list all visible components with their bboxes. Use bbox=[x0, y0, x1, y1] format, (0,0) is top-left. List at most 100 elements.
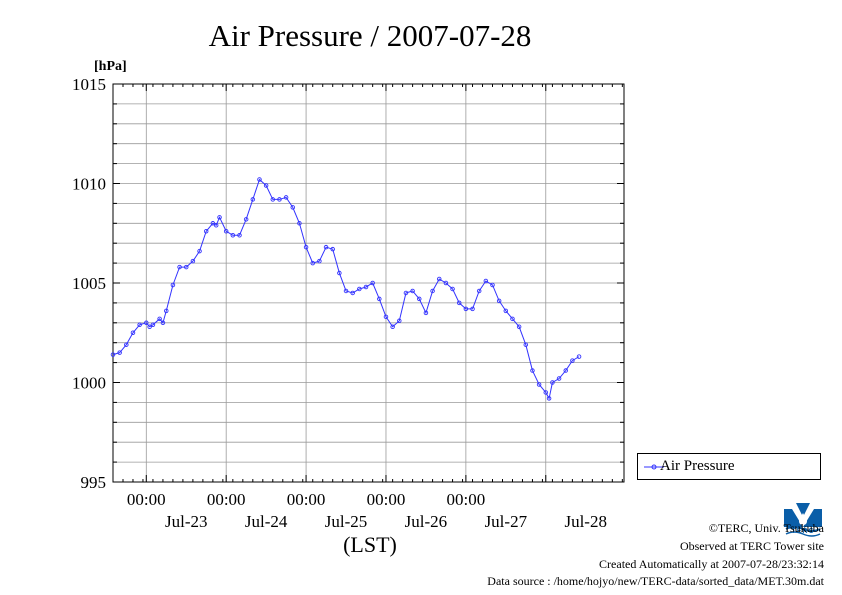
x-tick-label-time: 00:00 bbox=[447, 490, 486, 509]
data-point bbox=[563, 368, 568, 373]
legend: Air Pressure bbox=[637, 453, 821, 480]
data-point bbox=[410, 288, 415, 294]
data-point bbox=[177, 264, 182, 270]
data-point bbox=[160, 320, 166, 326]
data-point bbox=[523, 342, 529, 347]
data-point bbox=[157, 316, 162, 322]
data-point bbox=[147, 324, 152, 330]
data-point bbox=[357, 286, 362, 292]
footer-copyright: ©TERC, Univ. Tsukuba bbox=[708, 521, 824, 535]
data-point bbox=[443, 280, 449, 286]
data-point bbox=[343, 288, 349, 294]
data-point bbox=[257, 177, 262, 182]
chart-title: Air Pressure / 2007-07-28 bbox=[209, 18, 532, 53]
x-tick-label-date: Jul-28 bbox=[564, 512, 607, 531]
legend-swatch-icon bbox=[644, 464, 664, 470]
data-point bbox=[270, 197, 276, 202]
data-point bbox=[144, 320, 149, 326]
data-point bbox=[290, 205, 296, 210]
y-axis-unit-label: [hPa] bbox=[94, 59, 127, 74]
data-point bbox=[417, 296, 422, 302]
data-point bbox=[130, 330, 136, 336]
data-point bbox=[476, 288, 482, 294]
data-point bbox=[490, 282, 495, 288]
data-point bbox=[203, 229, 209, 234]
x-tick-label-date: Jul-24 bbox=[245, 512, 288, 531]
data-point bbox=[137, 322, 142, 328]
data-point bbox=[450, 286, 455, 292]
x-axis-label: (LST) bbox=[343, 532, 397, 557]
data-point bbox=[297, 221, 302, 226]
data-point bbox=[423, 310, 429, 316]
grid-lines bbox=[113, 84, 624, 482]
data-point bbox=[190, 258, 196, 264]
x-axis-ticks: 00:00 Jul-23 00:00 Jul-24 00:00 Jul-25 00:00 Ju… bbox=[112, 84, 623, 531]
data-point bbox=[223, 229, 229, 234]
footer-data-source: Data source : /home/hojyo/new/TERC-data/… bbox=[487, 574, 824, 588]
footer-observed: Observed at TERC Tower site bbox=[679, 539, 824, 553]
data-point bbox=[164, 308, 169, 314]
data-point bbox=[530, 368, 535, 373]
data-point bbox=[543, 390, 549, 395]
y-axis-ticks: 995 1000 1005 1010 1015 bbox=[72, 75, 624, 492]
data-point bbox=[536, 382, 542, 387]
legend-label: Air Pressure bbox=[660, 458, 735, 474]
x-tick-label-date: Jul-25 bbox=[325, 512, 368, 531]
data-point bbox=[323, 244, 329, 250]
data-point bbox=[403, 290, 409, 296]
data-point bbox=[510, 316, 515, 322]
data-point bbox=[263, 183, 269, 188]
data-point bbox=[197, 248, 202, 254]
data-point bbox=[550, 380, 555, 385]
data-point bbox=[516, 324, 522, 330]
data-point bbox=[556, 376, 562, 381]
data-point bbox=[170, 282, 176, 288]
data-point bbox=[210, 221, 216, 226]
y-tick-label: 1005 bbox=[72, 274, 106, 293]
data-point bbox=[470, 306, 475, 312]
data-point bbox=[283, 195, 289, 200]
series-air-pressure bbox=[110, 177, 582, 401]
y-tick-label: 1015 bbox=[72, 75, 106, 94]
data-point bbox=[213, 223, 219, 228]
data-point bbox=[337, 270, 342, 276]
data-point bbox=[110, 352, 116, 357]
data-point bbox=[243, 217, 249, 222]
data-point bbox=[317, 258, 322, 264]
y-tick-label: 1010 bbox=[72, 175, 106, 194]
x-tick-label-date: Jul-23 bbox=[165, 512, 208, 531]
terc-logo-text: TERC bbox=[791, 528, 815, 535]
data-point bbox=[150, 322, 156, 328]
data-point bbox=[217, 215, 222, 220]
data-point bbox=[397, 318, 402, 324]
data-point bbox=[546, 396, 552, 401]
data-point bbox=[363, 284, 369, 290]
data-point bbox=[390, 324, 395, 330]
data-point bbox=[230, 232, 236, 238]
data-point bbox=[350, 290, 355, 296]
data-point bbox=[436, 276, 442, 282]
data-point bbox=[377, 296, 382, 302]
x-tick-label-time: 00:00 bbox=[207, 490, 246, 509]
x-tick-label-time: 00:00 bbox=[127, 490, 166, 509]
footer-created: Created Automatically at 2007-07-28/23:3… bbox=[599, 557, 824, 571]
x-tick-label-date: Jul-26 bbox=[405, 512, 448, 531]
data-point bbox=[570, 358, 575, 363]
terc-logo-icon bbox=[784, 503, 822, 537]
data-point bbox=[430, 288, 435, 294]
data-point bbox=[330, 246, 335, 252]
data-point bbox=[503, 308, 509, 314]
data-point bbox=[370, 280, 375, 286]
x-tick-label-date: Jul-27 bbox=[485, 512, 528, 531]
data-point bbox=[496, 298, 502, 304]
data-point bbox=[576, 354, 582, 359]
x-tick-label-time: 00:00 bbox=[367, 490, 406, 509]
data-point bbox=[383, 314, 389, 320]
data-point bbox=[237, 232, 242, 238]
data-point bbox=[463, 306, 469, 312]
y-tick-label: 1000 bbox=[72, 374, 106, 393]
y-tick-label: 995 bbox=[81, 473, 107, 492]
data-point bbox=[483, 278, 489, 284]
data-point bbox=[456, 300, 462, 306]
